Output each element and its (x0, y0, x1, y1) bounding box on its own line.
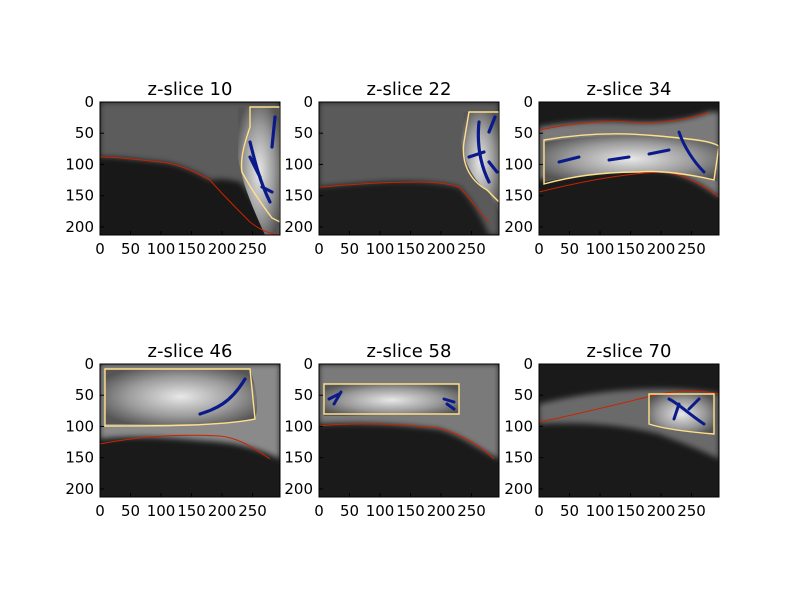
y-tick-label: 150 (504, 187, 533, 205)
y-tick-label: 200 (65, 218, 94, 236)
y-tick-label: 100 (65, 417, 94, 435)
axes-frame (318, 363, 500, 498)
slice-image (319, 102, 499, 235)
y-tick-label: 100 (65, 155, 94, 173)
y-tick-label: 0 (523, 93, 533, 111)
x-tick-label: 50 (560, 240, 579, 258)
x-tick-label: 0 (95, 502, 105, 520)
y-tick-label: 100 (284, 417, 313, 435)
x-tick-label: 250 (677, 502, 706, 520)
y-tick-label: 200 (65, 480, 94, 498)
slice-image (539, 364, 719, 497)
axes-frame (318, 101, 500, 236)
axes-frame (99, 101, 281, 236)
panel-title: z-slice 34 (587, 79, 672, 100)
x-tick-label: 50 (340, 240, 359, 258)
y-tick-label: 150 (284, 449, 313, 467)
x-tick-label: 200 (427, 502, 456, 520)
x-tick-label: 0 (314, 240, 324, 258)
x-tick-label: 250 (238, 240, 267, 258)
y-tick-label: 150 (65, 449, 94, 467)
x-tick-label: 100 (586, 502, 615, 520)
x-tick-label: 50 (121, 240, 140, 258)
y-tick-label: 0 (523, 355, 533, 373)
panel-title: z-slice 22 (367, 79, 452, 100)
y-tick-label: 0 (303, 355, 313, 373)
y-tick-label: 150 (65, 187, 94, 205)
x-tick-label: 200 (647, 240, 676, 258)
slice-image (100, 102, 280, 235)
x-tick-label: 150 (396, 240, 425, 258)
x-tick-label: 100 (147, 240, 176, 258)
slice-image (319, 364, 499, 497)
y-tick-label: 100 (284, 155, 313, 173)
axes-frame (538, 101, 720, 236)
y-tick-label: 200 (284, 218, 313, 236)
y-tick-label: 50 (75, 124, 94, 142)
x-tick-label: 200 (208, 240, 237, 258)
x-tick-label: 50 (121, 502, 140, 520)
x-tick-label: 0 (534, 502, 544, 520)
y-tick-label: 200 (284, 480, 313, 498)
axes-frame (538, 363, 720, 498)
x-tick-label: 250 (457, 502, 486, 520)
y-tick-label: 100 (504, 155, 533, 173)
x-tick-label: 0 (534, 240, 544, 258)
x-tick-label: 50 (560, 502, 579, 520)
x-tick-label: 100 (586, 240, 615, 258)
slice-image (100, 364, 280, 497)
y-tick-label: 50 (514, 124, 533, 142)
x-tick-label: 0 (95, 240, 105, 258)
x-tick-label: 200 (427, 240, 456, 258)
y-tick-label: 150 (284, 187, 313, 205)
x-tick-label: 150 (616, 502, 645, 520)
y-tick-label: 0 (303, 93, 313, 111)
slice-image (539, 102, 719, 235)
panel-title: z-slice 70 (587, 341, 672, 362)
y-tick-label: 0 (84, 93, 94, 111)
x-tick-label: 250 (457, 240, 486, 258)
x-tick-label: 100 (366, 502, 395, 520)
axes-frame (99, 363, 281, 498)
panel-title: z-slice 46 (148, 341, 233, 362)
panels-layer: z-slice 100 50 100 150 200 250050100150200z-s… (65, 79, 720, 520)
y-tick-label: 50 (294, 124, 313, 142)
x-tick-label: 150 (396, 502, 425, 520)
panel-title: z-slice 10 (148, 79, 233, 100)
x-tick-label: 150 (177, 240, 206, 258)
y-tick-label: 50 (75, 386, 94, 404)
y-tick-label: 200 (504, 218, 533, 236)
panel-title: z-slice 58 (367, 341, 452, 362)
x-tick-label: 200 (208, 502, 237, 520)
x-tick-label: 50 (340, 502, 359, 520)
y-tick-label: 50 (514, 386, 533, 404)
x-tick-label: 0 (314, 502, 324, 520)
x-tick-label: 200 (647, 502, 676, 520)
x-tick-label: 100 (147, 502, 176, 520)
y-tick-label: 50 (294, 386, 313, 404)
x-tick-label: 100 (366, 240, 395, 258)
y-tick-label: 100 (504, 417, 533, 435)
x-tick-label: 250 (677, 240, 706, 258)
y-tick-label: 150 (504, 449, 533, 467)
y-tick-label: 200 (504, 480, 533, 498)
x-tick-label: 250 (238, 502, 267, 520)
y-tick-label: 0 (84, 355, 94, 373)
x-tick-label: 150 (177, 502, 206, 520)
x-tick-label: 150 (616, 240, 645, 258)
